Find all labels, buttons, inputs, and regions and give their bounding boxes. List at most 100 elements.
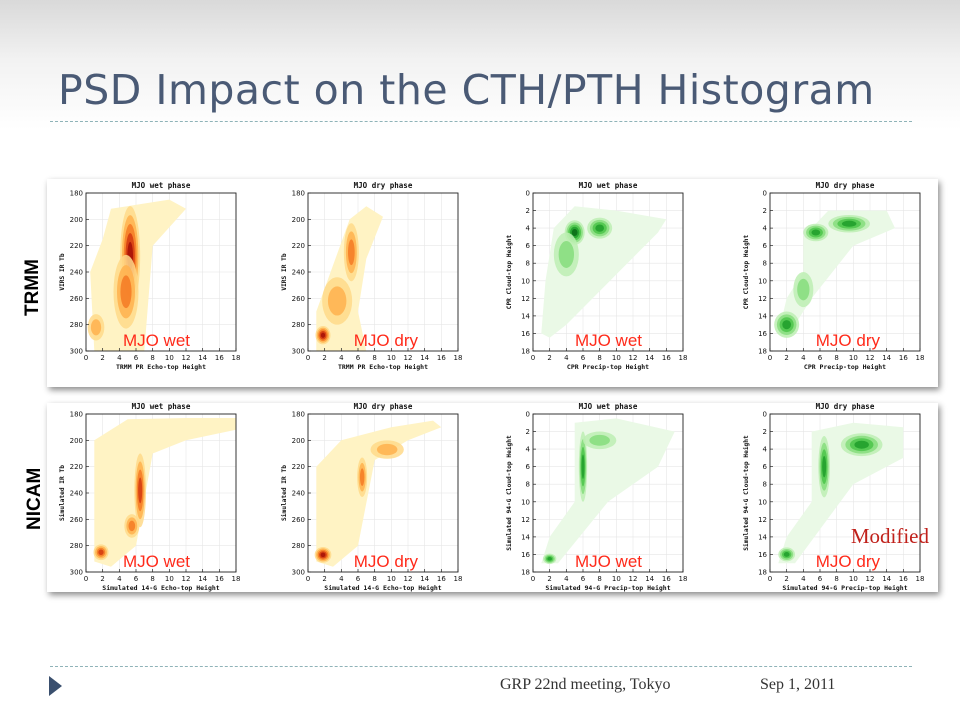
y-tick-label: 220 <box>292 242 305 250</box>
y-tick-label: 8 <box>763 260 767 268</box>
x-tick-label: 8 <box>150 575 154 583</box>
x-tick-label: 6 <box>818 354 823 362</box>
y-tick-label: 180 <box>70 190 83 198</box>
chart-title: MJO wet phase <box>132 402 191 411</box>
x-tick-label: 6 <box>581 575 586 583</box>
y-tick-label: 180 <box>292 190 305 198</box>
y-tick-label: 10 <box>521 498 530 506</box>
density-contour <box>138 477 143 504</box>
y-tick-label: 240 <box>70 490 83 498</box>
y-tick-label: 16 <box>521 551 530 559</box>
plot-frame <box>769 413 921 573</box>
y-tick-label: 260 <box>70 516 83 524</box>
density-layer <box>541 206 667 338</box>
mjo-phase-label: MJO dry <box>816 552 881 571</box>
x-tick-label: 2 <box>322 354 326 362</box>
footer-meeting: GRP 22nd meeting, Tokyo <box>500 676 671 693</box>
x-tick-label: 6 <box>356 575 361 583</box>
y-tick-label: 18 <box>521 569 530 577</box>
x-tick-label: 4 <box>801 354 806 362</box>
mjo-phase-label: MJO wet <box>123 552 190 571</box>
density-contour <box>589 434 610 446</box>
x-tick-label: 4 <box>117 354 122 362</box>
x-axis-label: CPR Precip-top Height <box>804 363 886 371</box>
x-tick-label: 4 <box>564 575 569 583</box>
x-axis-label: TRMM PR Echo-top Height <box>116 363 206 371</box>
y-tick-label: 280 <box>292 542 305 550</box>
y-axis-label: Simulated IR Tb <box>58 465 66 521</box>
x-axis-label: Simulated 94-G Precip-top Height <box>545 584 670 592</box>
row-label-trmm: TRMM <box>22 259 43 316</box>
next-slide-arrow-icon[interactable] <box>49 676 62 696</box>
mjo-phase-label: MJO dry <box>816 331 881 350</box>
x-tick-label: 0 <box>768 354 772 362</box>
slide-title: PSD Impact on the CTH/PTH Histogram <box>58 66 875 114</box>
y-tick-label: 220 <box>70 463 83 471</box>
y-tick-label: 14 <box>758 312 767 320</box>
density-contour <box>841 220 857 227</box>
density-layer <box>774 210 895 338</box>
x-tick-label: 8 <box>834 575 838 583</box>
x-tick-label: 14 <box>645 354 654 362</box>
y-tick-label: 0 <box>763 411 767 419</box>
x-tick-label: 16 <box>437 354 446 362</box>
y-tick-label: 280 <box>70 542 83 550</box>
x-tick-label: 8 <box>834 354 838 362</box>
y-tick-label: 14 <box>521 312 530 320</box>
mjo-phase-label: MJO wet <box>575 331 642 350</box>
y-tick-label: 200 <box>70 216 83 224</box>
y-tick-label: 260 <box>70 295 83 303</box>
y-axis-label: VIRS IR Tb <box>59 253 66 291</box>
density-contour <box>547 557 552 561</box>
y-tick-label: 6 <box>526 242 531 250</box>
x-tick-label: 18 <box>916 354 925 362</box>
x-tick-label: 8 <box>372 354 376 362</box>
y-tick-label: 280 <box>70 321 83 329</box>
footer-date: Sep 1, 2011 <box>760 676 836 693</box>
mjo-phase-label: MJO wet <box>123 331 190 350</box>
x-tick-label: 6 <box>134 575 139 583</box>
y-tick-label: 18 <box>758 348 767 356</box>
x-tick-label: 12 <box>182 575 191 583</box>
chart-title: MJO wet phase <box>579 181 638 190</box>
density-contour <box>348 239 355 266</box>
x-tick-label: 14 <box>420 354 429 362</box>
x-tick-label: 8 <box>597 354 601 362</box>
y-tick-label: 12 <box>758 295 767 303</box>
density-contour <box>571 228 578 237</box>
density-contour <box>783 552 790 557</box>
x-tick-label: 10 <box>165 575 174 583</box>
density-contour <box>376 443 398 456</box>
density-contour <box>359 468 365 486</box>
x-tick-label: 10 <box>612 354 621 362</box>
x-tick-label: 2 <box>100 575 104 583</box>
mjo-phase-label: MJO dry <box>354 331 419 350</box>
density-contour <box>595 224 605 232</box>
y-tick-label: 240 <box>292 490 305 498</box>
y-tick-label: 16 <box>758 330 767 338</box>
density-envelope <box>316 420 442 567</box>
y-tick-label: 180 <box>292 411 305 419</box>
x-tick-label: 8 <box>150 354 154 362</box>
y-tick-label: 0 <box>526 411 530 419</box>
x-tick-label: 10 <box>849 354 858 362</box>
x-tick-label: 6 <box>134 354 139 362</box>
x-tick-label: 2 <box>784 575 788 583</box>
density-envelope <box>778 422 904 564</box>
x-tick-label: 4 <box>564 354 569 362</box>
y-tick-label: 18 <box>521 348 530 356</box>
x-tick-label: 4 <box>801 575 806 583</box>
y-tick-label: 12 <box>521 516 530 524</box>
x-tick-label: 0 <box>306 354 310 362</box>
density-layer <box>315 206 383 351</box>
mjo-phase-label: MJO wet <box>575 552 642 571</box>
y-tick-label: 8 <box>763 481 767 489</box>
x-tick-label: 6 <box>818 575 823 583</box>
chart-title: MJO wet phase <box>132 181 191 190</box>
y-tick-label: 6 <box>526 463 531 471</box>
y-tick-label: 18 <box>758 569 767 577</box>
density-contour <box>854 440 869 449</box>
x-tick-label: 4 <box>339 575 344 583</box>
